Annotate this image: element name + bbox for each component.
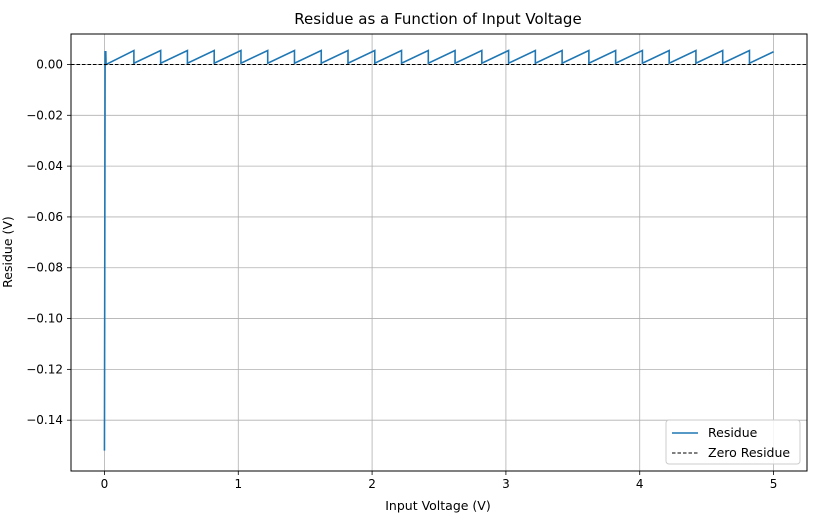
axis-ticks: 0 1 2 3 4 5 0.00 −0.02 −0.04 −0.06 −0.08 −0.10 −0.12…: [26, 57, 777, 491]
y-tick-label: 0.00: [36, 57, 63, 71]
series-layer: [71, 49, 807, 451]
legend-label: Residue: [708, 425, 758, 440]
x-tick-label: 0: [101, 477, 109, 491]
series-line-residue: [103, 49, 774, 451]
x-tick-label: 5: [770, 477, 778, 491]
x-axis-label: Input Voltage (V): [385, 498, 491, 513]
y-tick-label: −0.04: [26, 159, 63, 173]
y-tick-label: −0.06: [26, 210, 63, 224]
x-tick-label: 1: [234, 477, 242, 491]
y-tick-label: −0.10: [26, 312, 63, 326]
legend-label: Zero Residue: [708, 445, 790, 460]
y-tick-label: −0.08: [26, 261, 63, 275]
y-axis-label: Residue (V): [0, 216, 15, 288]
legend-box: [665, 419, 801, 465]
x-tick-label: 4: [636, 477, 644, 491]
chart-title: Residue as a Function of Input Voltage: [294, 10, 581, 28]
x-tick-label: 2: [368, 477, 376, 491]
grid: [71, 34, 807, 471]
y-tick-label: −0.14: [26, 413, 63, 427]
y-tick-label: −0.12: [26, 362, 63, 376]
y-tick-label: −0.02: [26, 108, 63, 122]
x-tick-label: 3: [502, 477, 510, 491]
legend: Residue Zero Residue: [665, 419, 801, 465]
plot-area-frame: [70, 33, 808, 472]
